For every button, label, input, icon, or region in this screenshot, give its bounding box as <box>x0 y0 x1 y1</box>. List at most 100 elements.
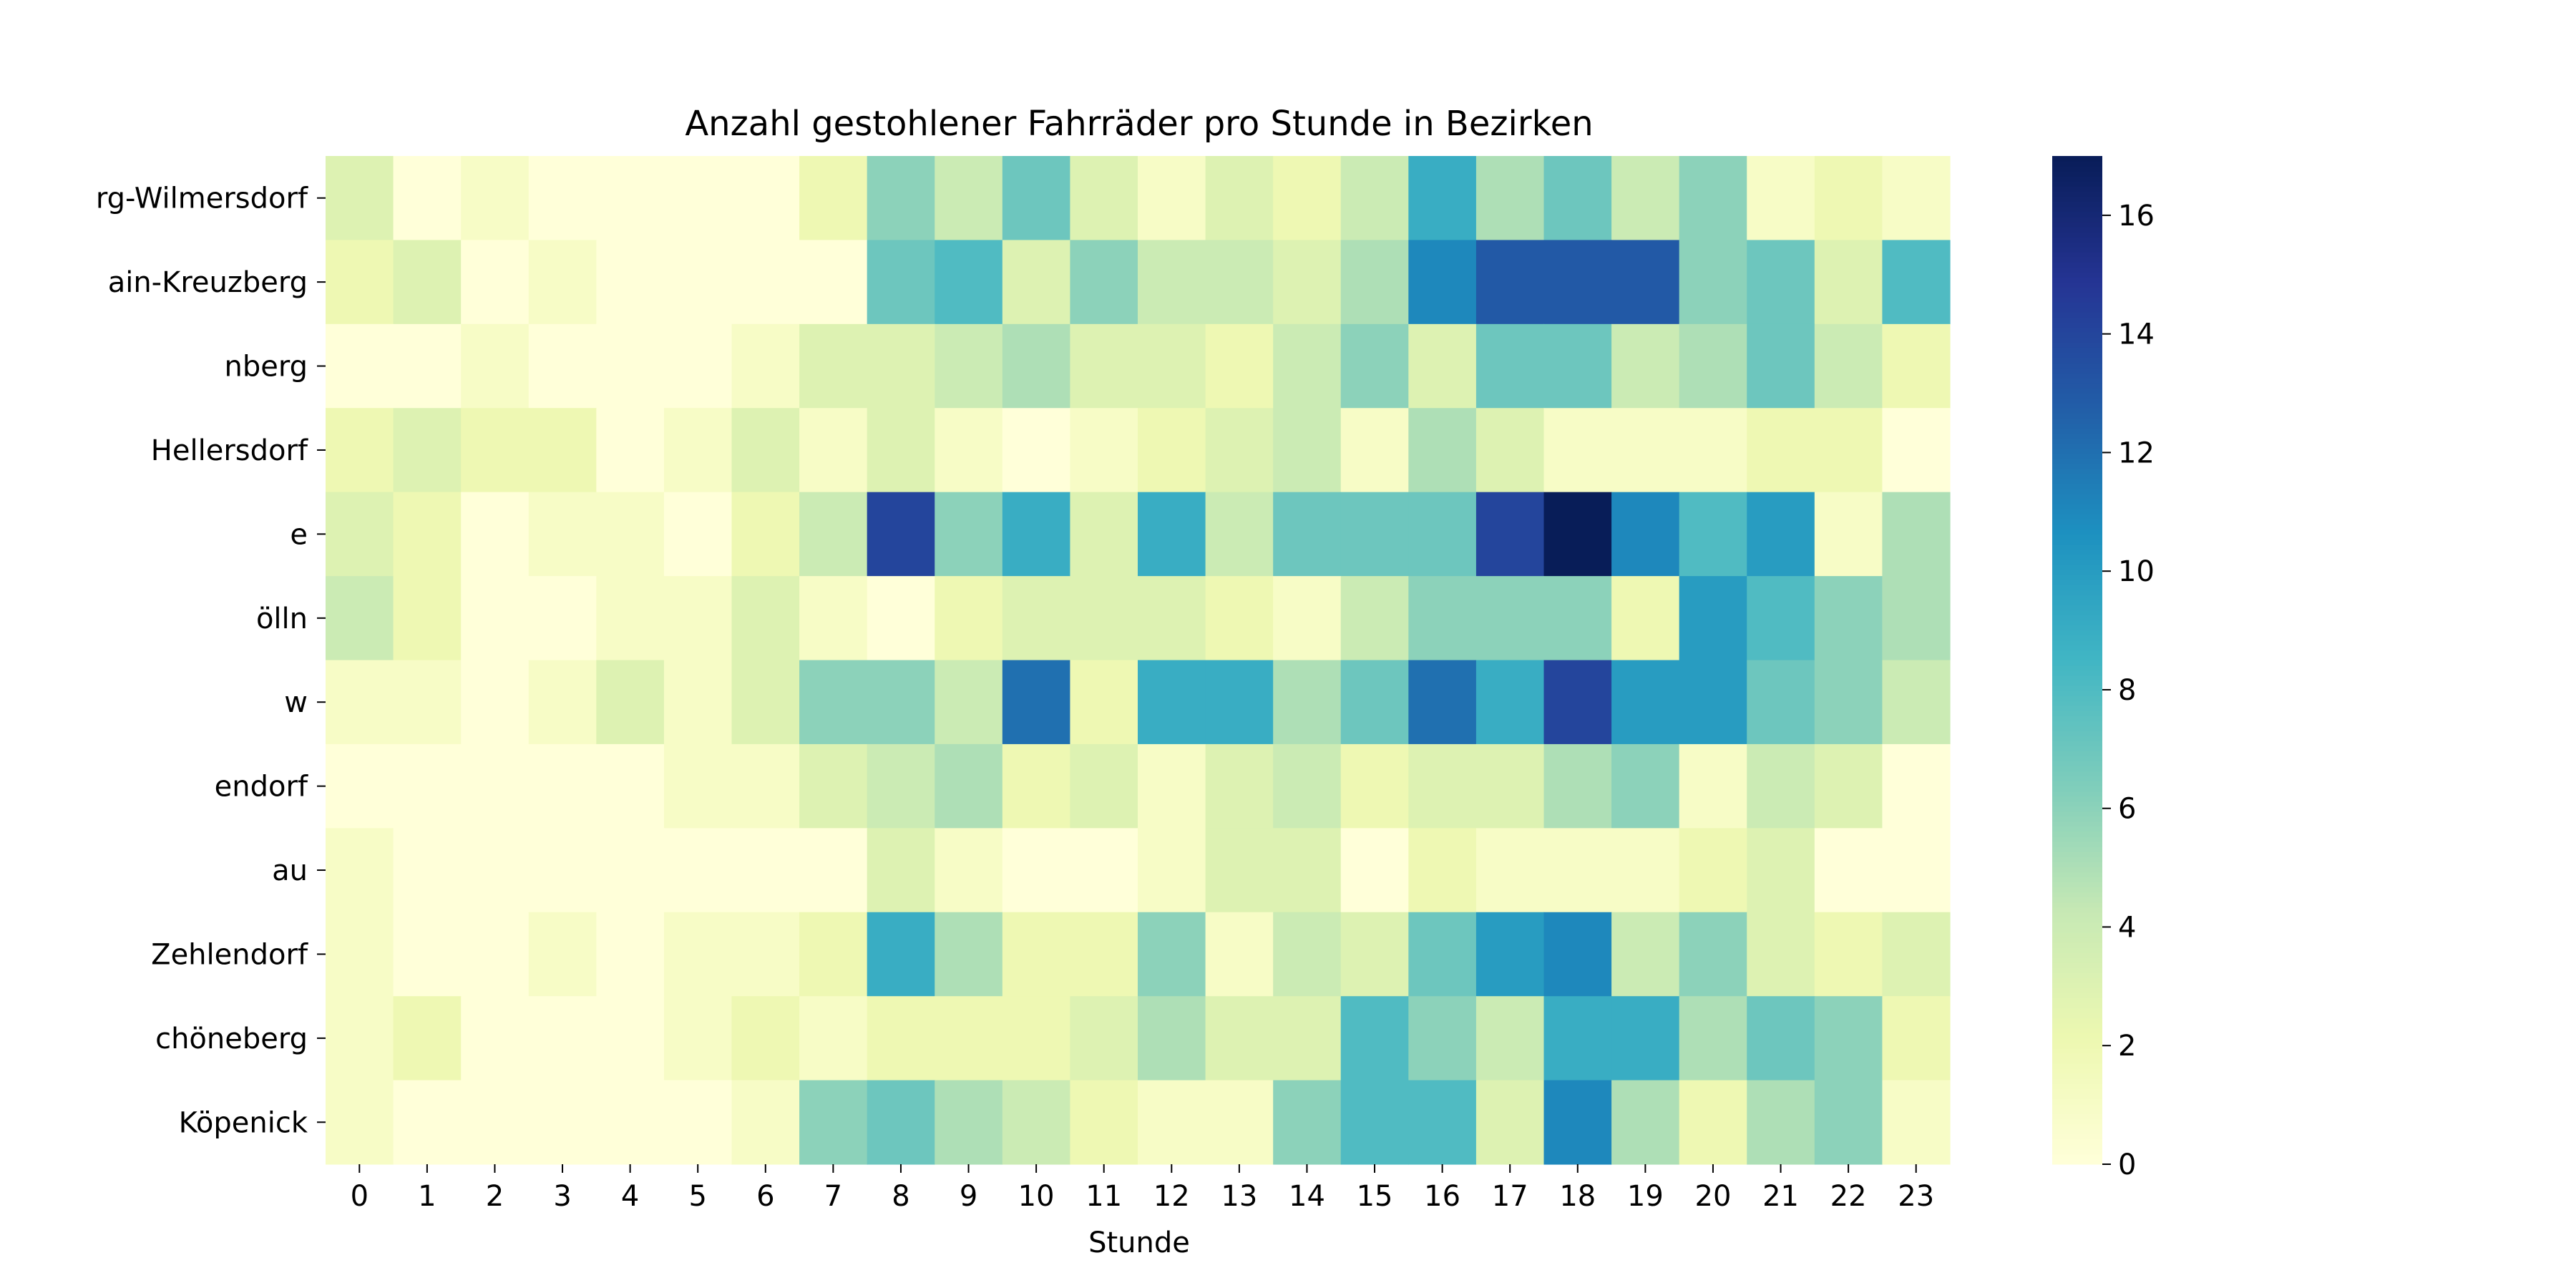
colorbar-segment <box>2052 357 2102 364</box>
heatmap-cell <box>1340 408 1409 493</box>
heatmap-cell <box>867 576 935 661</box>
heatmap-cell <box>1882 828 1951 913</box>
colorbar-segment <box>2052 862 2102 867</box>
colorbar-segment <box>2052 191 2102 197</box>
x-tick-label: 7 <box>824 1180 842 1213</box>
colorbar-segment <box>2052 811 2102 817</box>
heatmap-cell <box>1882 996 1951 1081</box>
heatmap-cell <box>935 660 1003 745</box>
heatmap-cell <box>799 828 868 913</box>
heatmap-cell <box>867 996 935 1081</box>
heatmap-cell <box>1543 912 1612 997</box>
heatmap-cell <box>1543 828 1612 913</box>
heatmap-cell <box>799 576 868 661</box>
x-tick-label: 12 <box>1153 1180 1190 1213</box>
heatmap-cell <box>1543 660 1612 745</box>
heatmap-cells <box>326 156 1951 1165</box>
colorbar-segment <box>2052 1088 2102 1094</box>
colorbar-segment <box>2052 1148 2102 1155</box>
heatmap-cell <box>1002 576 1071 661</box>
colorbar-segment <box>2052 726 2102 731</box>
heatmap-cell <box>528 996 597 1081</box>
x-tick-label: 15 <box>1357 1180 1393 1213</box>
heatmap-cell <box>1679 408 1747 493</box>
heatmap-cell <box>1070 996 1138 1081</box>
colorbar-segment <box>2052 922 2102 928</box>
colorbar-segment <box>2052 887 2102 893</box>
heatmap-cell <box>1408 828 1477 913</box>
heatmap-cell <box>867 660 935 745</box>
heatmap-cell <box>1882 660 1951 745</box>
heatmap-cell <box>1882 240 1951 325</box>
heatmap-cell <box>663 156 733 241</box>
colorbar-segment <box>2052 952 2102 958</box>
heatmap-cell <box>1002 660 1071 745</box>
x-tick-label: 22 <box>1830 1180 1867 1213</box>
heatmap-cell <box>528 408 597 493</box>
colorbar-segment <box>2052 453 2102 459</box>
heatmap-cell <box>1611 156 1680 241</box>
heatmap-cell <box>1138 156 1206 241</box>
heatmap-cell <box>1138 492 1206 577</box>
colorbar-segment <box>2052 771 2102 777</box>
heatmap-cell <box>528 156 597 241</box>
colorbar-segment <box>2052 408 2102 414</box>
heatmap-cell <box>1138 660 1206 745</box>
heatmap-cell <box>1070 1080 1138 1165</box>
y-tick-label: Zehlendorf <box>151 938 308 971</box>
x-tick-label: 4 <box>621 1180 639 1213</box>
heatmap-cell <box>867 408 935 493</box>
colorbar-segment <box>2052 781 2102 787</box>
heatmap-cell <box>1475 660 1545 745</box>
colorbar-segment <box>2052 826 2102 832</box>
colorbar-segment <box>2052 372 2102 379</box>
colorbar-segment <box>2052 927 2102 933</box>
heatmap-cell <box>935 408 1003 493</box>
heatmap-cell <box>326 240 394 325</box>
colorbar-segment <box>2052 514 2102 519</box>
colorbar-segment <box>2052 796 2102 802</box>
x-tick-label: 11 <box>1085 1180 1122 1213</box>
colorbar-segment <box>2052 1133 2102 1140</box>
colorbar-segment <box>2052 468 2102 474</box>
colorbar-segment <box>2052 982 2102 989</box>
heatmap-cell <box>1205 156 1274 241</box>
heatmap-cell <box>1679 323 1747 409</box>
y-tick-label: au <box>272 854 308 887</box>
heatmap-cell <box>1340 492 1409 577</box>
colorbar-segment <box>2052 1078 2102 1084</box>
colorbar-segment <box>2052 992 2102 999</box>
heatmap-cell <box>1340 323 1409 409</box>
heatmap-cell <box>461 576 530 661</box>
heatmap-cell <box>731 996 800 1081</box>
colorbar-segment <box>2052 161 2102 167</box>
colorbar-segment <box>2052 831 2102 837</box>
heatmap-cell <box>461 828 530 913</box>
heatmap-cell <box>1002 408 1071 493</box>
heatmap-cell <box>326 1080 394 1165</box>
colorbar-segment <box>2052 388 2102 394</box>
heatmap-cell <box>1273 1080 1342 1165</box>
heatmap-cell <box>461 323 530 409</box>
heatmap-cell <box>731 156 800 241</box>
heatmap-cell <box>1747 576 1815 661</box>
colorbar-segment <box>2052 655 2102 661</box>
colorbar-segment <box>2052 307 2102 313</box>
heatmap-cell <box>461 1080 530 1165</box>
heatmap-cell <box>1408 912 1477 997</box>
colorbar-segment <box>2052 877 2102 883</box>
colorbar-segment <box>2052 181 2102 187</box>
heatmap-cell <box>461 660 530 745</box>
x-tick-label: 19 <box>1627 1180 1664 1213</box>
y-tick-label: rg-Wilmersdorf <box>96 182 308 215</box>
heatmap-cell <box>935 996 1003 1081</box>
heatmap-cell <box>1543 492 1612 577</box>
heatmap-cell <box>1814 156 1883 241</box>
x-axis: 0 1 2 3 4 5 6 7 8 9 10 11 12 13 14 15 16 17 18 19 20 21 22 23 <box>351 1164 1934 1213</box>
heatmap-cell <box>1273 996 1342 1081</box>
heatmap-cell <box>1138 828 1206 913</box>
colorbar-segment <box>2052 852 2102 857</box>
heatmap-cell <box>731 576 800 661</box>
x-tick-label: 0 <box>351 1180 369 1213</box>
heatmap-cell <box>1205 828 1274 913</box>
